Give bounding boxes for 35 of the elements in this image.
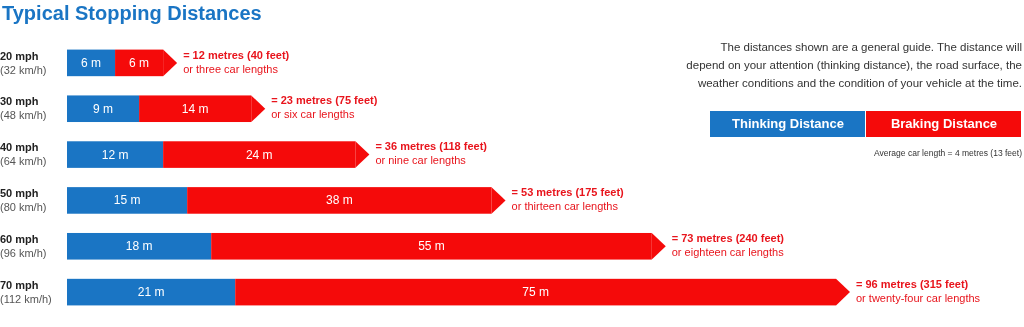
y-tick-label: 60 mph (96 km/h) xyxy=(0,232,47,259)
data-label: 6 m xyxy=(81,55,102,70)
total-label: = 96 metres (315 feet) or twenty-four car lengths xyxy=(856,277,981,304)
annotation: The distances shown are a general guide. The distance will depend on your attention (thinking distance), the road surface, the weather conditions and the condition of your vehicle at the time. xyxy=(686,41,1022,89)
bar xyxy=(67,187,188,214)
bar xyxy=(67,232,212,260)
total-label: = 36 metres (118 feet) or nine car lengths xyxy=(375,140,488,167)
y-tick-label: 20 mph (32 km/h) xyxy=(0,49,47,76)
data-label: 21 m xyxy=(137,285,165,300)
total-label: = 12 metres (40 feet) or three car lengths xyxy=(183,48,290,75)
data-label: 9 m xyxy=(93,101,114,116)
text: Braking Distance xyxy=(890,116,998,131)
data-label: 12 m xyxy=(101,147,129,162)
data-label: 38 m xyxy=(326,193,353,208)
data-label: 24 m xyxy=(245,147,273,162)
y-tick-label: 40 mph (64 km/h) xyxy=(0,141,47,168)
data-label: 6 m xyxy=(129,55,150,70)
text: Average car length = 4 metres (13 feet) xyxy=(874,148,1023,158)
bar xyxy=(67,278,236,306)
data-label: 18 m xyxy=(125,239,153,254)
y-tick-label: 30 mph (48 km/h) xyxy=(0,95,47,122)
text: Thinking Distance xyxy=(732,116,844,131)
total-label: = 73 metres (240 feet) or eighteen car lengths xyxy=(671,231,785,258)
bar xyxy=(67,141,164,168)
bar xyxy=(67,95,140,123)
y-tick-label: 50 mph (80 km/h) xyxy=(0,187,47,214)
total-label: = 53 metres (175 feet) or thirteen car lengths xyxy=(511,186,625,213)
data-label: 55 m xyxy=(418,239,445,254)
chart-title: Typical Stopping Distances xyxy=(2,2,262,24)
y-tick-label: 70 mph (112 km/h) xyxy=(0,278,52,305)
bar xyxy=(67,49,116,77)
data-label: 75 m xyxy=(522,285,549,300)
total-label: = 23 metres (75 feet) or six car lengths xyxy=(271,94,378,121)
data-label: 15 m xyxy=(113,193,141,208)
data-label: 14 m xyxy=(181,101,209,116)
